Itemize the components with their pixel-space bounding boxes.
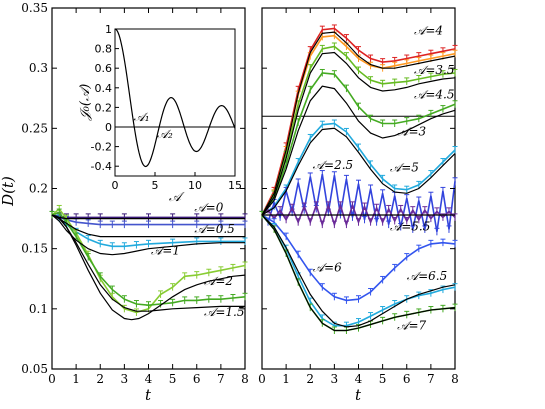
right-xtick-label-1: 1	[282, 372, 290, 386]
left-panel: 0 1 2 3 4 5 6 7 80.050.10.150.20.250.30.35 𝒜=0𝒜=…	[0, 1, 249, 404]
left-xlabel: t	[145, 386, 152, 404]
inset-xtick-label-3: 15	[228, 179, 242, 192]
left-xtick-label-2: 2	[96, 372, 104, 386]
left-axis-ticks: 0 1 2 3 4 5 6 7 80.050.10.150.20.250.30.35	[21, 1, 249, 386]
right-xtick-label-8: 8	[451, 372, 459, 386]
right-annotation-7: 𝒜=6	[313, 261, 342, 275]
right-annotation-3: 𝒜=3	[397, 125, 426, 139]
inset-ytick-label-3: 0.4	[95, 82, 113, 95]
left-ytick-label-5: 0.3	[29, 61, 48, 75]
inset-bessel-curve	[114, 28, 236, 168]
left-ytick-label-0: 0.05	[21, 362, 48, 376]
inset-annotation-1: 𝒜₂	[157, 127, 173, 141]
left-ytick-label-6: 0.35	[21, 1, 48, 15]
left-xtick-label-5: 5	[169, 372, 177, 386]
inset-xtick-label-2: 10	[188, 179, 202, 192]
left-xtick-label-8: 8	[241, 372, 249, 386]
right-theory-curve-1	[261, 51, 456, 216]
right-annotation-9: 𝒜=7	[397, 318, 426, 332]
left-annotation-2: 𝒜=1	[151, 244, 180, 258]
right-xtick-label-7: 7	[427, 372, 435, 386]
left-annotation-1: 𝒜=0.5	[194, 222, 235, 236]
inset-xtick-label-0: 0	[112, 179, 119, 192]
inset-ytick-label-0: 1	[105, 23, 112, 36]
left-annotation-4: 𝒜=1.5	[204, 305, 245, 319]
inset-ytick-label-7: -0.4	[91, 160, 112, 173]
inset-xtick-label-1: 5	[152, 179, 159, 192]
left-theory-curve-0	[51, 214, 245, 220]
inset-ytick-label-1: 0.8	[95, 43, 113, 56]
inset-xlabel: 𝒜	[169, 190, 185, 205]
left-ytick-label-4: 0.25	[21, 121, 48, 135]
left-theory-curve-1	[51, 214, 245, 238]
left-xtick-label-0: 0	[48, 372, 56, 386]
left-theory-curve-3	[51, 214, 246, 321]
left-series-3	[51, 207, 246, 314]
left-ylabel: D(t)	[0, 176, 17, 207]
right-xtick-label-2: 2	[306, 372, 314, 386]
inset-ytick-label-6: -0.2	[91, 141, 112, 154]
inset-ylabel: 𝒥₀(𝒜)	[78, 84, 93, 122]
right-theory-curve-6	[261, 214, 456, 332]
right-series-group	[259, 24, 458, 334]
left-annotation-0: 𝒜=0	[194, 200, 223, 214]
left-xtick-label-1: 1	[72, 372, 80, 386]
right-xtick-label-4: 4	[355, 372, 363, 386]
left-series-4	[51, 211, 246, 307]
right-annotation-0: 𝒜=4	[414, 23, 443, 37]
right-theory-curve-3	[261, 127, 456, 216]
left-xtick-label-7: 7	[217, 372, 225, 386]
right-annotation-1: 𝒜=3.5	[414, 63, 455, 77]
right-annotation-5: 𝒜=5	[390, 161, 419, 175]
left-xtick-label-6: 6	[193, 372, 201, 386]
inset-curve	[114, 28, 236, 168]
left-theory-curve-2	[51, 214, 245, 256]
left-annotations: 𝒜=0 𝒜=0.5 𝒜=1 𝒜=2 𝒜=1.5	[151, 200, 245, 319]
right-annotations: 𝒜=4 𝒜=3.5 𝒜=4.5 𝒜=3 𝒜=2.5 𝒜=5 𝒜=5.5 𝒜=6 𝒜=6.5 𝒜=7	[313, 23, 455, 332]
right-xlabel: t	[355, 386, 362, 404]
inset-ytick-label-2: 0.6	[95, 62, 113, 75]
left-series-group	[49, 204, 248, 321]
inset-annotation-0: 𝒜₁	[133, 110, 149, 124]
right-annotation-6: 𝒜=5.5	[390, 220, 431, 234]
left-annotation-3: 𝒜=2	[204, 274, 233, 288]
right-annotation-4: 𝒜=2.5	[313, 158, 354, 172]
right-theory-curve-5	[261, 214, 456, 328]
left-ytick-label-2: 0.15	[21, 242, 48, 256]
right-xtick-label-5: 5	[379, 372, 387, 386]
right-xtick-label-0: 0	[258, 372, 266, 386]
left-xtick-label-4: 4	[145, 372, 153, 386]
right-xtick-label-3: 3	[331, 372, 339, 386]
right-theory-curve-2	[261, 85, 456, 216]
inset-ytick-label-5: 0	[105, 121, 112, 134]
right-annotation-2: 𝒜=4.5	[414, 87, 455, 101]
right-xtick-label-6: 6	[403, 372, 411, 386]
right-annotation-8: 𝒜=6.5	[407, 269, 448, 283]
left-ytick-label-3: 0.2	[29, 182, 48, 196]
inset-ytick-label-4: 0.2	[95, 101, 113, 114]
inset-annotations: 𝒜₁ 𝒜₂	[133, 110, 173, 141]
right-axis-ticks: 0 1 2 3 4 5 6 7 8	[258, 7, 459, 386]
inset-axis-ticks: 0 5 10 15 1 0.8 0.6 0.4 0.2 0 -0.2 -0.4	[91, 23, 242, 192]
left-ytick-label-1: 0.1	[29, 302, 48, 316]
right-theory-curve-0	[261, 31, 456, 216]
left-theory-curve-4	[51, 214, 245, 312]
left-xtick-label-3: 3	[121, 372, 129, 386]
inset-plot-frame	[114, 28, 236, 177]
